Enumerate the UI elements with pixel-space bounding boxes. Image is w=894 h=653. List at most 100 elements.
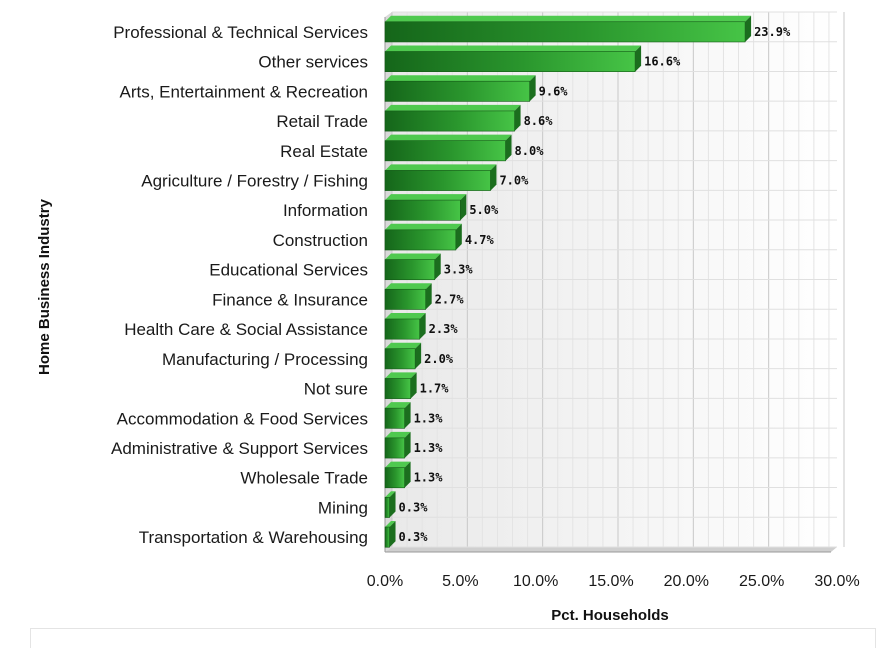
bar: [384, 110, 515, 132]
bar-top: [385, 372, 417, 379]
bar-top: [385, 342, 422, 349]
bar-side: [455, 223, 462, 251]
bar: [384, 467, 405, 489]
bar-side: [514, 104, 521, 132]
value-label: 2.0%: [424, 352, 454, 366]
value-labels: 23.9% 16.6% 9.6% 8.6% 8.0% 7.0% 5.0% 4.7% 3.3% 2.…: [399, 25, 791, 544]
bar-top: [385, 461, 411, 468]
bars: [384, 15, 752, 548]
value-label: 0.3%: [399, 530, 429, 544]
category-label: Manufacturing / Processing: [162, 350, 368, 369]
bar-top: [385, 75, 536, 82]
category-label: Wholesale Trade: [240, 469, 368, 488]
category-label: Not sure: [304, 380, 368, 399]
bar-top: [385, 431, 411, 438]
bar: [384, 318, 420, 340]
y-axis-title: Home Business Industry: [36, 198, 53, 375]
category-label: Accommodation & Food Services: [117, 409, 368, 428]
footer-divider: [30, 628, 876, 648]
x-tick-labels: 0.0% 5.0% 10.0% 15.0% 20.0% 25.0% 30.0%: [367, 573, 860, 590]
value-label: 7.0%: [499, 173, 529, 187]
bar-top: [385, 15, 752, 22]
bar-top: [385, 45, 642, 52]
bar-side: [490, 164, 497, 191]
bar-side: [415, 342, 422, 369]
bar-side: [460, 194, 467, 221]
category-label: Real Estate: [280, 142, 368, 161]
bar: [384, 348, 416, 370]
bar-side: [635, 45, 642, 72]
bar-top: [385, 312, 426, 319]
bar-side: [389, 521, 396, 548]
value-label: 1.3%: [414, 471, 444, 485]
category-label: Construction: [273, 231, 368, 250]
bar-side: [505, 134, 512, 161]
value-label: 1.7%: [420, 382, 450, 396]
bar: [384, 526, 390, 548]
bar-top: [385, 194, 467, 201]
value-label: 2.7%: [435, 292, 465, 306]
value-label: 0.3%: [399, 500, 429, 514]
bar-top: [385, 402, 411, 409]
bar: [384, 140, 506, 162]
bar: [384, 407, 405, 429]
category-label: Other services: [258, 53, 368, 72]
x-tick-label: 5.0%: [442, 573, 478, 590]
category-label: Finance & Insurance: [212, 290, 368, 309]
bar-top: [385, 134, 512, 141]
value-label: 8.6%: [524, 114, 554, 128]
bar-side: [404, 402, 411, 429]
bar: [384, 80, 530, 102]
category-label: Agriculture / Forestry / Fishing: [141, 171, 368, 190]
category-label: Retail Trade: [276, 112, 368, 131]
bar: [384, 437, 405, 459]
value-label: 16.6%: [644, 55, 681, 69]
bar-side: [745, 15, 752, 42]
category-label: Professional & Technical Services: [113, 23, 368, 42]
value-label: 5.0%: [469, 203, 499, 217]
value-label: 1.3%: [414, 441, 444, 455]
bar-top: [385, 491, 396, 498]
bar: [384, 170, 491, 191]
value-label: 1.3%: [414, 411, 444, 425]
bar-side: [434, 253, 441, 280]
bar-side: [404, 461, 411, 488]
bar: [384, 378, 411, 399]
x-tick-label: 15.0%: [588, 573, 633, 590]
x-tick-label: 20.0%: [664, 573, 709, 590]
value-label: 23.9%: [754, 25, 791, 39]
bar: [384, 229, 457, 251]
x-tick-label: 0.0%: [367, 573, 403, 590]
category-labels: Professional & Technical Services Other s…: [111, 23, 368, 547]
x-axis-title: Pct. Households: [551, 607, 669, 624]
bar-top: [385, 104, 521, 111]
category-label: Mining: [318, 498, 368, 517]
bar-top: [385, 253, 441, 260]
value-label: 3.3%: [444, 263, 474, 277]
x-tick-label: 25.0%: [739, 573, 784, 590]
bar-side: [410, 372, 417, 399]
x-tick-label: 10.0%: [513, 573, 558, 590]
bar-side: [529, 75, 536, 102]
category-label: Transportation & Warehousing: [139, 528, 368, 547]
category-label: Information: [283, 201, 368, 220]
category-label: Educational Services: [209, 261, 368, 280]
value-label: 8.0%: [515, 144, 545, 158]
x-tick-label: 30.0%: [814, 573, 859, 590]
bar-top: [385, 223, 462, 230]
category-label: Administrative & Support Services: [111, 439, 368, 458]
bar: [384, 259, 436, 281]
value-label: 4.7%: [465, 233, 495, 247]
category-label: Arts, Entertainment & Recreation: [119, 82, 368, 101]
bar: [384, 199, 461, 221]
bar-side: [425, 283, 432, 310]
bar-side: [389, 491, 396, 518]
bar-top: [385, 521, 396, 528]
plot-floor: [385, 547, 837, 552]
bar-side: [419, 312, 426, 340]
value-label: 2.3%: [429, 322, 459, 336]
category-label: Health Care & Social Assistance: [124, 320, 368, 339]
value-label: 9.6%: [539, 84, 569, 98]
